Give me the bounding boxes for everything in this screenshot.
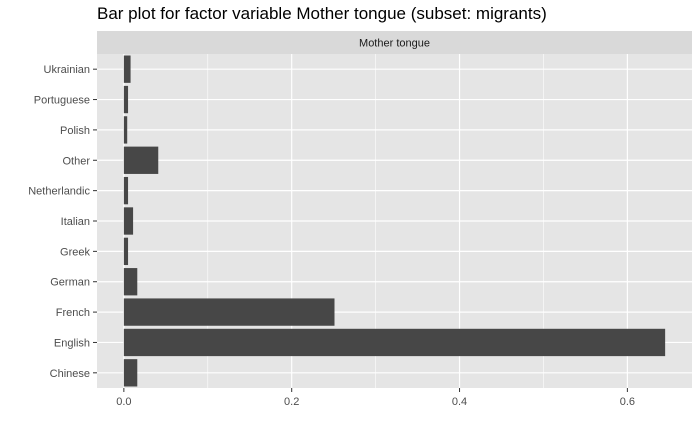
y-tick-label: English [54,337,90,349]
x-tick-label: 0.2 [284,396,299,408]
y-tick-label: Greek [60,246,90,258]
chart-title: Bar plot for factor variable Mother tong… [97,4,547,23]
bar-greek [123,237,129,266]
y-tick-label: Italian [61,216,90,228]
y-tick-label: Ukrainian [44,64,90,76]
bar-chinese [123,359,138,387]
y-tick-label: Other [62,155,90,167]
y-tick-label: French [56,307,90,319]
y-axis: Chinese English French German Greek Italian Ne… [28,64,97,380]
bar-french [123,298,335,326]
bar-netherlandic [123,176,129,205]
bar-english [123,328,666,357]
bar-portuguese [123,85,129,114]
bar-italian [123,207,134,235]
x-tick-label: 0.4 [452,396,467,408]
bar-ukrainian [123,55,131,83]
facet-strip [97,31,692,54]
x-axis: 0.0 0.2 0.4 0.6 [116,388,635,408]
bar-german [123,268,138,296]
x-tick-label: 0.6 [620,396,635,408]
y-tick-label: Portuguese [34,95,90,107]
y-tick-label: Netherlandic [28,186,90,198]
y-tick-label: Polish [60,125,90,137]
y-tick-label: Chinese [50,368,90,380]
bar-polish [123,116,128,144]
bars [123,55,666,387]
facet-strip-label: Mother tongue [359,38,430,50]
bar-other [123,146,159,174]
x-tick-label: 0.0 [116,396,131,408]
y-tick-label: German [50,277,90,289]
